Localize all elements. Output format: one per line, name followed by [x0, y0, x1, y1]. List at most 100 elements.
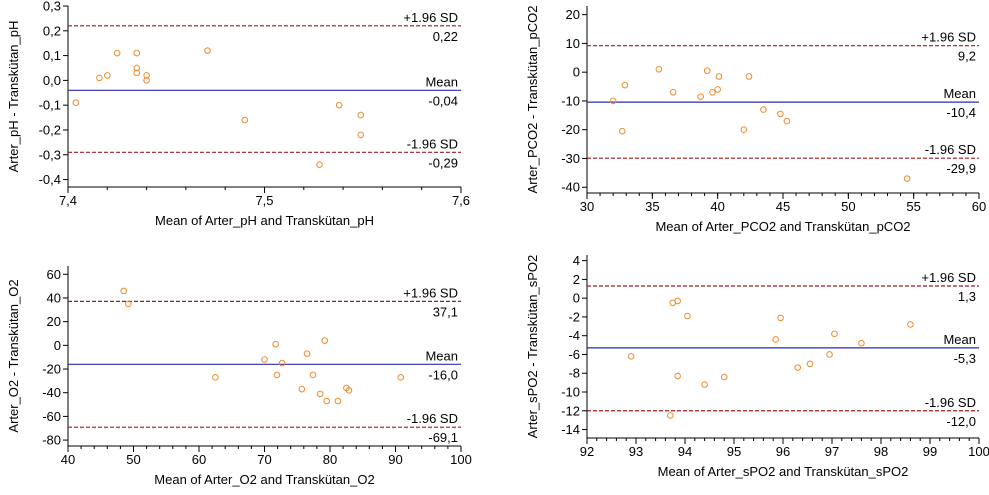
y-tick-label: 0,0	[43, 73, 61, 88]
data-point	[831, 330, 838, 338]
mean-value: -0,04	[428, 93, 458, 108]
y-axis-title: Arter_sPO2 - Transkütan_sPO2	[525, 255, 540, 439]
data-point	[323, 397, 331, 405]
upper-sd-value: 0,22	[433, 29, 458, 44]
mean-value: -10,4	[946, 105, 976, 120]
x-tick-label: 7,5	[255, 193, 273, 208]
x-tick-label: 100	[450, 452, 472, 467]
data-point	[794, 364, 802, 371]
y-tick-label: -20	[42, 362, 61, 377]
data-point	[697, 93, 704, 100]
y-axis-title: Arter_pH - Transkütan_pH	[6, 21, 21, 173]
data-point	[241, 116, 249, 124]
bland-altman-plot-1: 7,4 7,5 7,6 0,3 0,2 0,1 0,0 -0,1 -0,2 -0,3 -0,4 Mea…	[6, 0, 470, 228]
x-axis-title: Mean of Arter_pH and Transkütan_pH	[155, 213, 374, 228]
y-tick-label: -40	[561, 180, 580, 195]
data-point	[96, 74, 103, 82]
bland-altman-plot-4: 92 93 94 95 96 97 98 99 100 4 2 0 -2 -4 -6 -8 -10 -12 -14 M…	[525, 253, 989, 479]
x-tick-label: 92	[580, 444, 594, 459]
x-tick-label: 55	[906, 199, 920, 214]
x-tick-label: 93	[629, 444, 643, 459]
lower-sd-label: -1.96 SD	[925, 142, 976, 157]
data-point	[309, 371, 317, 379]
data-point	[783, 117, 791, 125]
data-point	[627, 353, 635, 360]
y-tick-label: 40	[47, 290, 61, 305]
x-tick-label: 95	[727, 444, 741, 459]
lower-sd-label: -1.96 SD	[407, 411, 458, 426]
data-point	[278, 359, 286, 367]
data-point	[397, 374, 405, 381]
mean-label: Mean	[425, 348, 458, 363]
y-tick-label: -0,1	[39, 98, 61, 113]
data-point	[204, 47, 211, 54]
x-tick-label: 7,4	[59, 193, 77, 208]
y-tick-label: -14	[561, 422, 580, 437]
x-tick-label: 50	[841, 199, 855, 214]
y-tick-label: -2	[568, 309, 580, 324]
data-point	[104, 72, 111, 79]
data-point	[777, 314, 784, 322]
x-tick-label: 98	[874, 444, 888, 459]
y-tick-label: 0,1	[43, 48, 61, 63]
y-tick-label: 60	[47, 267, 61, 282]
upper-sd-label: +1.96 SD	[921, 30, 976, 45]
bland-altman-plot-2: 30 35 40 45 50 55 60 20 10 0 -10 -20 -30 -40 Mean of A…	[525, 6, 986, 234]
mean-value: -5,3	[954, 351, 976, 366]
y-tick-label: -20	[561, 122, 580, 137]
data-point	[674, 297, 681, 305]
data-point	[745, 73, 753, 80]
lower-sd-label: -1.96 SD	[925, 395, 976, 410]
y-axis-title: Arter_O2 - Transkütan_O2	[6, 279, 21, 432]
mean-label: Mean	[943, 332, 976, 347]
data-point	[655, 65, 663, 73]
x-tick-label: 96	[776, 444, 790, 459]
data-point	[667, 412, 674, 419]
y-tick-label: 0	[573, 65, 580, 80]
data-point	[272, 340, 279, 348]
data-point	[806, 360, 814, 368]
upper-sd-value: 37,1	[433, 304, 458, 319]
y-tick-label: -10	[561, 93, 580, 108]
lower-sd-value: -69,1	[428, 430, 458, 445]
data-point	[316, 390, 324, 398]
upper-sd-label: +1.96 SD	[403, 10, 458, 25]
y-tick-label: 4	[573, 253, 580, 268]
data-point	[72, 99, 80, 106]
data-point	[298, 385, 306, 393]
data-point	[273, 371, 281, 379]
x-tick-label: 70	[257, 452, 271, 467]
x-axis-title: Mean of Arter_PCO2 and Transkütan_pCO2	[655, 219, 910, 234]
lower-sd-value: -29,9	[946, 161, 976, 176]
y-tick-label: 0	[573, 291, 580, 306]
upper-sd-label: +1.96 SD	[921, 270, 976, 285]
y-tick-label: 20	[47, 314, 61, 329]
data-point	[772, 336, 779, 343]
y-tick-label: -0,4	[39, 172, 61, 187]
x-tick-label: 100	[968, 444, 989, 459]
mean-value: -16,0	[428, 367, 458, 382]
data-point	[701, 381, 708, 388]
x-tick-label: 80	[323, 452, 337, 467]
y-tick-label: -40	[42, 385, 61, 400]
y-tick-label: -30	[561, 151, 580, 166]
upper-sd-label: +1.96 SD	[403, 285, 458, 300]
data-point	[777, 110, 784, 118]
data-point	[714, 86, 721, 93]
data-point	[760, 106, 767, 113]
mean-label: Mean	[425, 74, 458, 89]
x-axis-title: Mean of Arter_sPO2 and Transkütan_sPO2	[658, 464, 909, 479]
data-point	[703, 67, 711, 75]
data-point	[143, 77, 150, 84]
data-point	[143, 72, 150, 79]
y-tick-label: 0,2	[43, 23, 61, 38]
lower-sd-value: -12,0	[946, 414, 976, 429]
y-tick-label: -8	[568, 366, 580, 381]
x-tick-label: 94	[678, 444, 692, 459]
data-point	[133, 69, 141, 77]
y-tick-label: -6	[568, 347, 580, 362]
x-tick-label: 40	[61, 452, 75, 467]
data-point	[133, 64, 141, 72]
data-point	[669, 89, 677, 96]
data-point	[345, 387, 353, 394]
